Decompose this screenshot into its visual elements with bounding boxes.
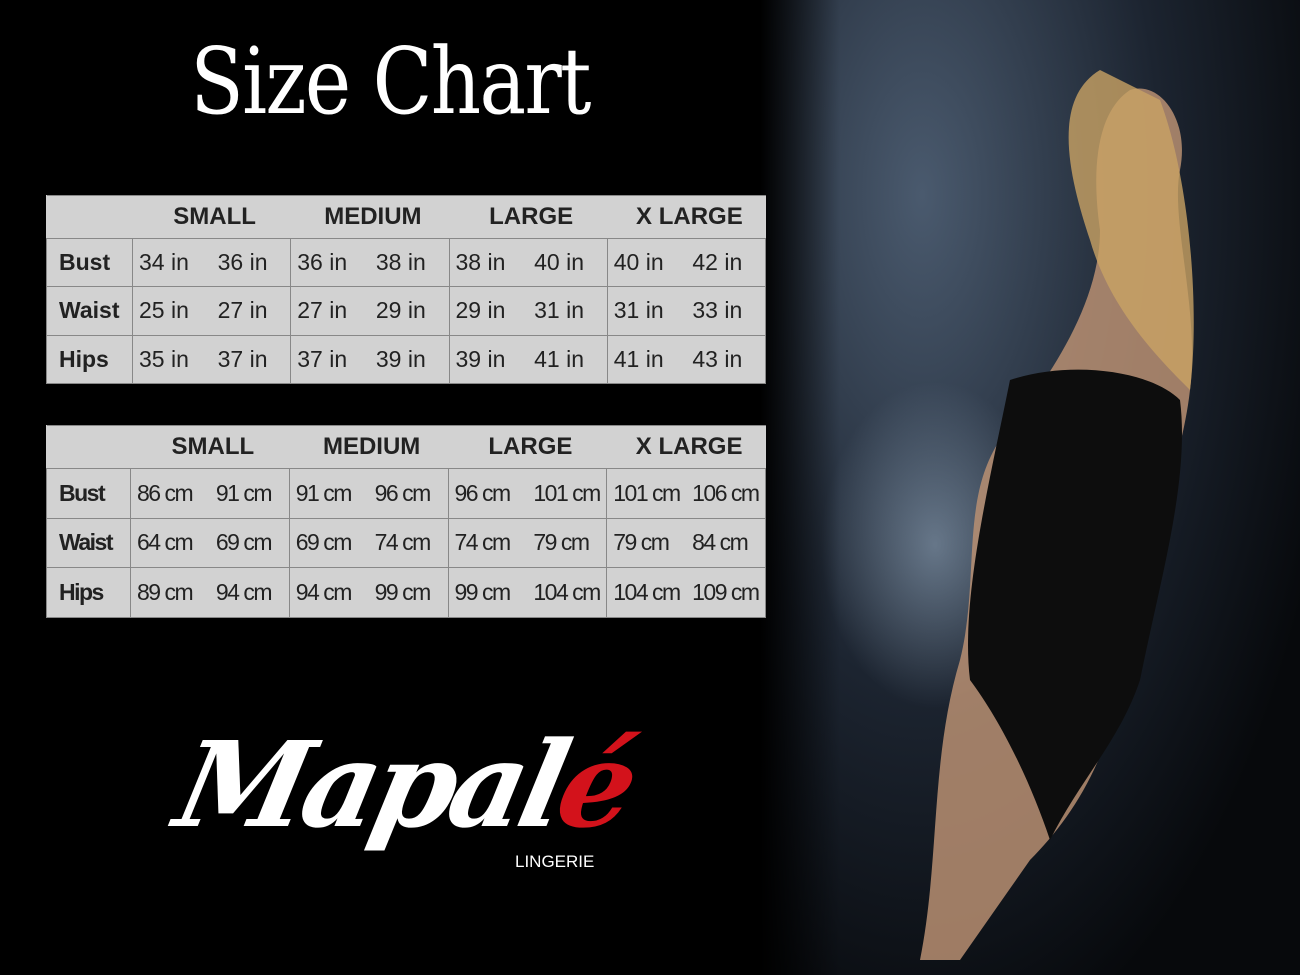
table-row: Bust 34 in 36 in 36 in 38 in 38 in 40 in 40 in 4… (46, 237, 767, 288)
measurement-cell: 99 cm (447, 567, 528, 618)
measurement-cell: 86 cm (129, 468, 210, 519)
measurement-cell: 104 cm (527, 567, 608, 618)
corner-cell (46, 195, 133, 239)
row-label: Bust (46, 468, 131, 519)
measurement-cell: 101 cm (606, 468, 687, 519)
measurement-cell: 64 cm (129, 517, 210, 569)
measurement-cell: 104 cm (606, 567, 687, 618)
size-header: X LARGE (606, 425, 766, 469)
table-row: Waist 64 cm 69 cm 69 cm 74 cm 74 cm 79 cm 79 cm… (46, 517, 767, 569)
table-row: Waist 25 in 27 in 27 in 29 in 29 in 31 in 31 in… (46, 286, 767, 336)
measurement-cell: 99 cm (368, 567, 449, 618)
measurement-cell: 69 cm (209, 517, 290, 569)
logo-subtitle: LINGERIE (515, 852, 595, 871)
measurement-cell: 106 cm (686, 468, 767, 519)
measurement-cell: 40 in (528, 237, 608, 288)
measurement-cell: 43 in (686, 334, 767, 385)
header-row: SMALL MEDIUM LARGE X LARGE (46, 425, 766, 469)
measurement-cell: 25 in (131, 286, 212, 336)
table-row: Hips 35 in 37 in 37 in 39 in 39 in 41 in 41 in 4… (46, 334, 767, 385)
measurement-cell: 79 cm (527, 517, 608, 569)
measurement-cell: 91 cm (209, 468, 290, 519)
measurement-cell: 37 in (290, 334, 370, 385)
size-header: MEDIUM (290, 195, 449, 239)
row-label: Waist (46, 517, 131, 569)
model-silhouette (920, 70, 1194, 960)
size-header: SMALL (130, 425, 290, 469)
corner-cell (46, 425, 131, 469)
measurement-cell: 42 in (686, 237, 767, 288)
size-header: LARGE (448, 425, 607, 469)
measurement-cell: 96 cm (447, 468, 528, 519)
measurement-cell: 38 in (369, 237, 450, 288)
size-header: SMALL (132, 195, 291, 239)
measurement-cell: 39 in (448, 334, 529, 385)
brand-logo: Mapalé LINGERIE (165, 715, 644, 885)
measurement-cell: 27 in (211, 286, 292, 336)
page-title: Size Chart (190, 28, 591, 135)
size-header: LARGE (449, 195, 608, 239)
size-header: X LARGE (607, 195, 766, 239)
measurement-cell: 84 cm (686, 517, 767, 569)
row-label: Hips (46, 334, 133, 385)
measurement-cell: 69 cm (288, 517, 369, 569)
size-table-inches: SMALL MEDIUM LARGE X LARGE Bust 34 in 36 in 36 … (46, 195, 767, 385)
measurement-cell: 94 cm (288, 567, 369, 618)
measurement-cell: 91 cm (288, 468, 369, 519)
measurement-cell: 36 in (211, 237, 292, 288)
measurement-cell: 101 cm (527, 468, 608, 519)
measurement-cell: 29 in (369, 286, 450, 336)
photo-fade (760, 0, 840, 975)
table-row: Hips 89 cm 94 cm 94 cm 99 cm 99 cm 104 cm 104 c… (46, 567, 767, 618)
row-label: Bust (46, 237, 133, 288)
measurement-cell: 39 in (369, 334, 450, 385)
measurement-cell: 40 in (606, 237, 687, 288)
measurement-cell: 79 cm (606, 517, 687, 569)
measurement-cell: 34 in (131, 237, 212, 288)
size-table-cm: SMALL MEDIUM LARGE X LARGE Bust 86 cm 91 cm 91 … (46, 425, 767, 618)
measurement-cell: 109 cm (686, 567, 767, 618)
measurement-cell: 36 in (290, 237, 370, 288)
measurement-cell: 29 in (448, 286, 529, 336)
logo-name: Mapal (165, 715, 576, 854)
header-row: SMALL MEDIUM LARGE X LARGE (46, 195, 766, 239)
measurement-cell: 27 in (290, 286, 370, 336)
row-label: Waist (46, 286, 133, 336)
measurement-cell: 74 cm (447, 517, 528, 569)
size-header: MEDIUM (289, 425, 448, 469)
measurement-cell: 35 in (131, 334, 212, 385)
measurement-cell: 33 in (686, 286, 767, 336)
measurement-cell: 38 in (448, 237, 529, 288)
measurement-cell: 41 in (528, 334, 608, 385)
measurement-cell: 94 cm (209, 567, 290, 618)
row-label: Hips (46, 567, 131, 618)
measurement-cell: 89 cm (129, 567, 210, 618)
measurement-cell: 74 cm (368, 517, 449, 569)
measurement-cell: 37 in (211, 334, 292, 385)
model-photo (760, 0, 1300, 975)
measurement-cell: 31 in (528, 286, 608, 336)
measurement-cell: 41 in (606, 334, 687, 385)
measurement-cell: 96 cm (368, 468, 449, 519)
table-row: Bust 86 cm 91 cm 91 cm 96 cm 96 cm 101 cm 101 c… (46, 468, 767, 519)
measurement-cell: 31 in (606, 286, 687, 336)
